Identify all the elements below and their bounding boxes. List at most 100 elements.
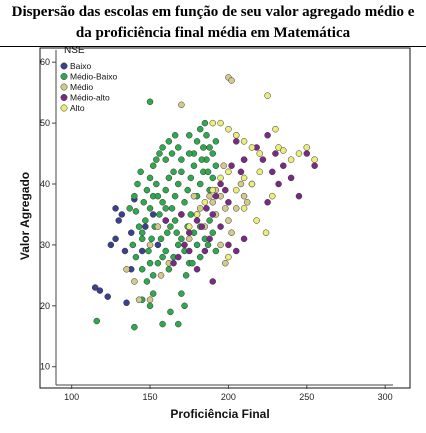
scatter-point xyxy=(206,192,213,200)
scatter-point xyxy=(175,241,182,249)
scatter-point xyxy=(162,217,169,224)
scatter-point xyxy=(217,174,224,182)
scatter-point xyxy=(280,162,287,169)
scatter-point xyxy=(196,253,204,261)
scatter-point xyxy=(256,150,264,157)
scatter-point xyxy=(115,217,122,224)
scatter-point xyxy=(132,208,140,215)
scatter-point xyxy=(146,174,154,182)
scatter-point xyxy=(209,211,216,218)
scatter-point xyxy=(243,199,251,206)
scatter-point xyxy=(212,192,220,200)
scatter-point xyxy=(135,296,143,303)
scatter-point xyxy=(184,186,191,194)
scatter-point xyxy=(96,287,104,294)
scatter-point xyxy=(131,278,138,285)
scatter-point xyxy=(204,241,212,249)
y-tick-label: 50 xyxy=(40,118,50,128)
scatter-point xyxy=(217,180,224,188)
scatter-point xyxy=(148,235,155,243)
scatter-point xyxy=(233,247,240,255)
scatter-point xyxy=(146,205,154,212)
scatter-point xyxy=(237,168,245,176)
scatter-point xyxy=(138,235,146,243)
legend-marker xyxy=(60,73,68,80)
legend-label: Médio-Baixo xyxy=(70,72,118,82)
scatter-point xyxy=(91,284,99,291)
scatter-point xyxy=(107,241,115,249)
scatter-point xyxy=(142,223,149,230)
scatter-point xyxy=(154,223,162,230)
scatter-point xyxy=(240,174,248,182)
scatter-point xyxy=(178,101,185,109)
scatter-point xyxy=(118,211,126,218)
scatter-point xyxy=(206,235,213,243)
x-tick-label: 250 xyxy=(299,392,314,402)
scatter-point xyxy=(264,199,271,206)
scatter-point xyxy=(280,147,287,154)
scatter-point xyxy=(140,199,148,206)
scatter-point xyxy=(127,229,135,236)
x-tick-label: 100 xyxy=(64,392,79,402)
scatter-point xyxy=(181,241,188,249)
scatter-point xyxy=(225,125,232,133)
scatter-point xyxy=(295,192,303,200)
scatter-point xyxy=(233,205,240,212)
scatter-point xyxy=(178,290,185,297)
scatter-point xyxy=(240,235,248,243)
scatter-point xyxy=(129,241,137,249)
scatter-point xyxy=(225,168,232,176)
scatter-point xyxy=(181,199,188,206)
scatter-point xyxy=(178,156,185,163)
legend-marker xyxy=(60,104,68,112)
scatter-point xyxy=(112,205,119,212)
scatter-point xyxy=(303,150,311,157)
scatter-point xyxy=(287,156,295,163)
scatter-point xyxy=(253,217,260,224)
scatter-point xyxy=(159,320,166,328)
scatter-point xyxy=(121,247,129,255)
scatter-point xyxy=(171,192,179,200)
y-tick-label: 40 xyxy=(40,179,50,189)
scatter-point xyxy=(193,241,201,249)
scatter-point xyxy=(123,266,130,273)
scatter-point xyxy=(154,192,162,200)
scatter-point xyxy=(196,205,204,212)
legend-label: Baixo xyxy=(70,61,92,71)
scatter-point xyxy=(189,259,196,267)
scatter-point xyxy=(228,229,235,236)
scatter-point xyxy=(220,162,227,169)
scatter-point xyxy=(209,119,216,127)
scatter-point xyxy=(287,174,295,182)
scatter-point xyxy=(193,211,201,218)
scatter-point xyxy=(311,156,318,163)
scatter-point xyxy=(167,308,174,316)
scatter-point xyxy=(146,259,154,267)
scatter-point xyxy=(162,247,169,255)
scatter-point xyxy=(170,259,177,267)
scatter-point xyxy=(154,241,162,249)
scatter-point xyxy=(93,317,101,325)
x-axis-label: Proficiência Final xyxy=(170,407,269,421)
y-ticks: 10 20 30 40 50 60 xyxy=(40,57,56,372)
scatter-point xyxy=(171,132,179,139)
scatter-point xyxy=(201,199,209,206)
scatter-point xyxy=(193,217,201,224)
scatter-point xyxy=(149,211,157,218)
scatter-point xyxy=(185,247,193,255)
legend-marker xyxy=(60,83,68,91)
scatter-point xyxy=(275,180,282,188)
scatter-point xyxy=(303,144,311,151)
scatter-point xyxy=(153,180,160,188)
scatter-point xyxy=(203,132,210,139)
scatter-point xyxy=(165,174,173,182)
scatter-point xyxy=(185,150,193,157)
scatter-point xyxy=(185,223,193,230)
scatter-point xyxy=(198,156,206,163)
y-tick-label: 60 xyxy=(40,57,50,67)
scatter-point xyxy=(156,150,163,157)
x-ticks: 100 150 200 250 300 xyxy=(64,385,393,402)
scatter-point xyxy=(209,150,216,157)
scatter-point xyxy=(149,162,157,169)
